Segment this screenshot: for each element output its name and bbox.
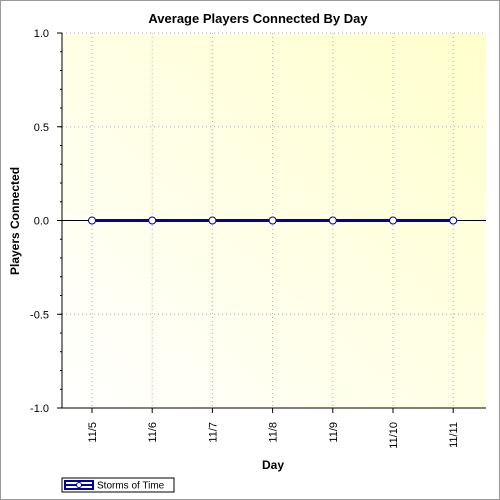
x-axis-label: Day <box>262 458 284 472</box>
y-tick-label: -1.0 <box>30 403 49 415</box>
data-point <box>268 216 277 225</box>
y-axis: -1.0 -0.5 0.0 0.5 1.0 <box>30 28 63 415</box>
data-point <box>449 216 458 225</box>
x-axis: 11/5 11/6 11/7 11/8 11/9 11/10 11/11 <box>62 407 486 449</box>
x-tick-label: 11/5 <box>87 422 99 443</box>
data-point <box>389 216 397 225</box>
y-axis-label: Players Connected <box>8 167 22 275</box>
y-tick-label: 1.0 <box>34 28 49 40</box>
data-point <box>208 216 217 225</box>
y-tick-label: 0.5 <box>34 122 49 134</box>
x-tick-label: 11/9 <box>328 422 340 443</box>
legend-label: Storms of Time <box>97 481 165 492</box>
x-tick-label: 11/8 <box>268 422 280 443</box>
x-tick-label: 11/10 <box>388 422 400 449</box>
x-tick-label: 11/7 <box>207 422 219 443</box>
series-layer <box>88 216 458 225</box>
y-tick-label: -0.5 <box>30 309 49 321</box>
x-tick-label: 11/6 <box>147 422 159 443</box>
x-tick-label: 11/11 <box>448 422 460 448</box>
legend: Storms of Time <box>61 477 175 493</box>
data-point <box>88 216 96 225</box>
data-point <box>328 216 337 225</box>
legend-swatch-marker <box>76 482 82 488</box>
chart-title: Average Players Connected By Day <box>148 11 368 26</box>
y-tick-label: 0.0 <box>34 216 49 228</box>
data-point <box>148 216 157 225</box>
